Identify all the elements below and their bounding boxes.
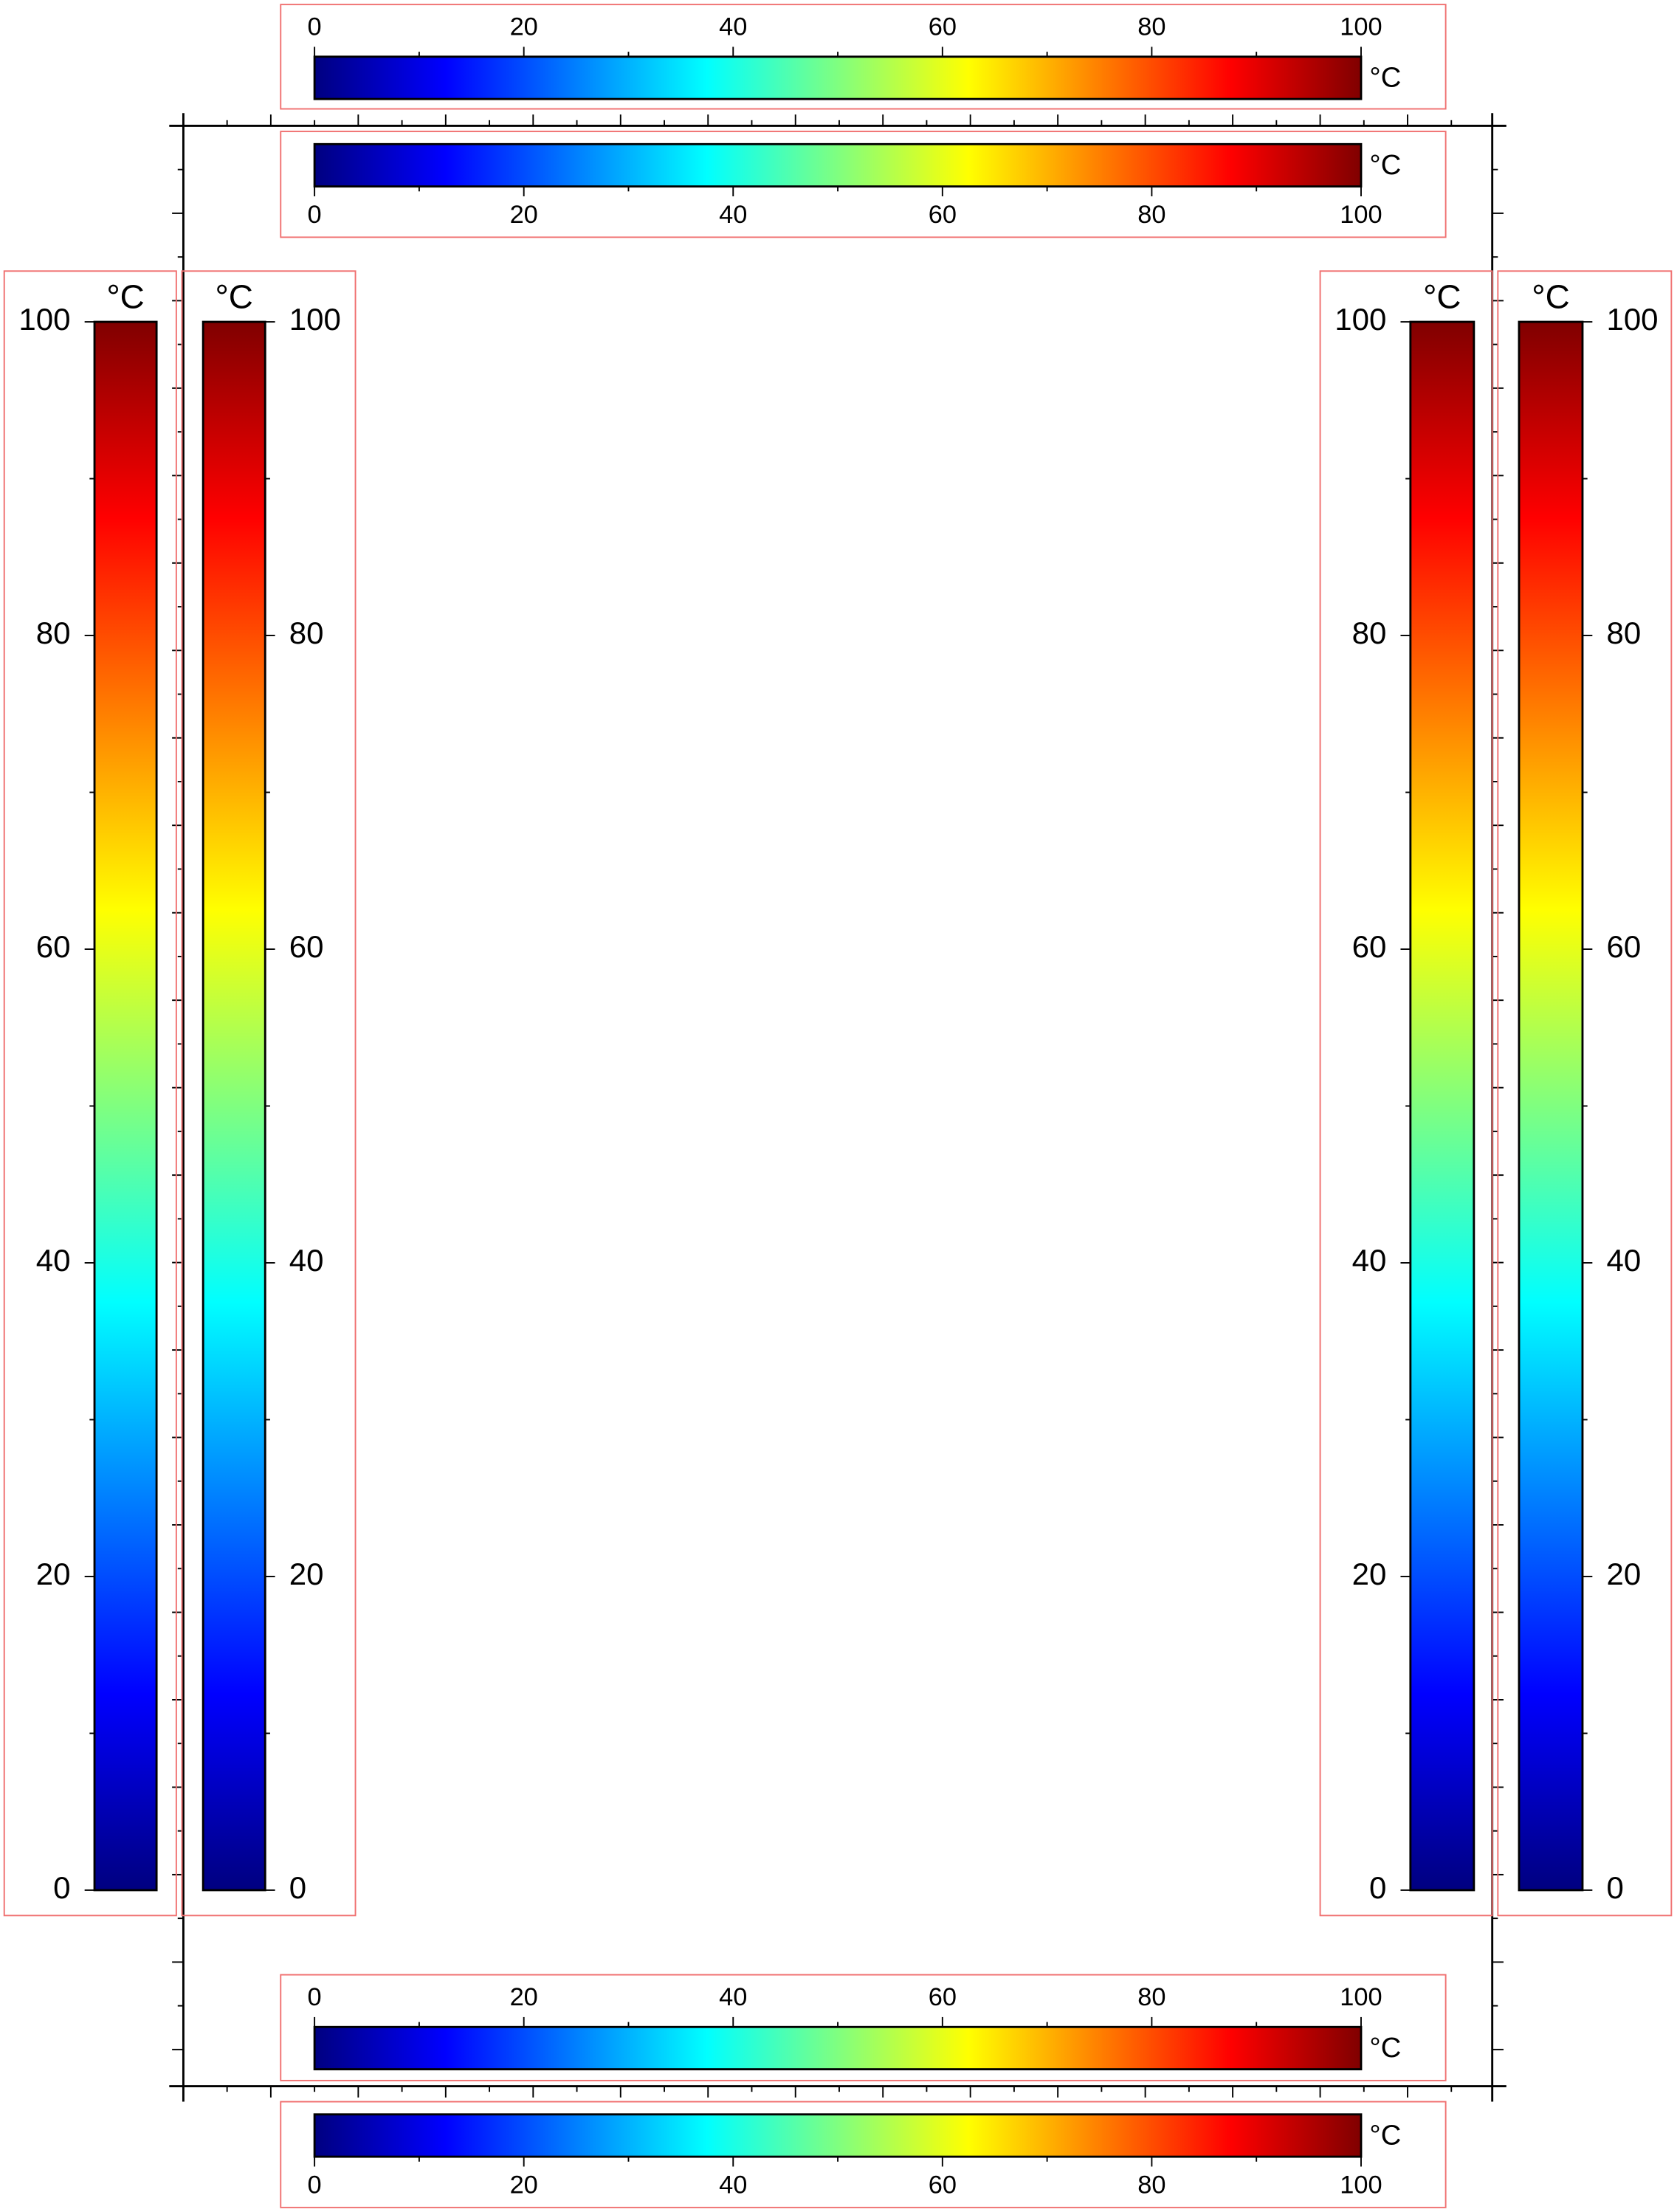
- colorbar-box: [1319, 270, 1493, 1917]
- tick-label: 0: [308, 1983, 322, 2011]
- tick-label: 60: [929, 2171, 957, 2199]
- tick-label: 20: [1606, 1557, 1641, 1591]
- colorbar: [93, 320, 158, 1892]
- unit-label: °C: [1369, 61, 1401, 93]
- tick-label: 0: [1369, 1870, 1386, 1905]
- tick-label: 100: [18, 302, 70, 337]
- tick-label: 40: [1352, 1243, 1387, 1278]
- tick-label: 60: [1606, 929, 1641, 964]
- tick-label: 80: [1137, 2171, 1165, 2199]
- tick-label: 0: [53, 1870, 70, 1905]
- tick-label: 20: [510, 201, 538, 229]
- colorbar: [313, 2113, 1363, 2158]
- tick-label: 100: [1340, 1983, 1382, 2011]
- tick-label: 0: [289, 1870, 306, 1905]
- unit-label: °C: [215, 278, 252, 316]
- tick-label: 80: [1606, 616, 1641, 650]
- tick-label: 80: [1137, 1983, 1165, 2011]
- tick-label: 100: [1606, 302, 1658, 337]
- colorbar-box: [1497, 270, 1673, 1917]
- tick-label: 100: [1335, 302, 1386, 337]
- tick-label: 100: [1340, 13, 1382, 41]
- map-frame: [169, 113, 1506, 2102]
- tick-label: 40: [1606, 1243, 1641, 1278]
- tick-label: 40: [289, 1243, 324, 1278]
- tick-label: 60: [929, 201, 957, 229]
- tick-label: 80: [1137, 201, 1165, 229]
- tick-label: 60: [929, 1983, 957, 2011]
- colorbar: [202, 320, 266, 1892]
- tick-label: 40: [719, 201, 747, 229]
- tick-label: 0: [308, 13, 322, 41]
- tick-label: 60: [929, 13, 957, 41]
- tick-label: 40: [719, 2171, 747, 2199]
- tick-label: 0: [308, 2171, 322, 2199]
- colorbar-box: [280, 1974, 1447, 2081]
- colorbar-box: [3, 270, 177, 1917]
- colorbar: [1409, 320, 1475, 1892]
- tick-label: 20: [289, 1557, 324, 1591]
- tick-label: 60: [289, 929, 324, 964]
- unit-label: °C: [106, 278, 144, 316]
- tick-label: 40: [36, 1243, 71, 1278]
- tick-label: 20: [1352, 1557, 1387, 1591]
- colorbar-box: [181, 270, 357, 1917]
- tick-label: 80: [289, 616, 324, 650]
- colorbar-box: [280, 131, 1447, 238]
- tick-label: 60: [1352, 929, 1387, 964]
- tick-label: 0: [1606, 1870, 1623, 1905]
- tick-label: 100: [289, 302, 341, 337]
- tick-label: 100: [1340, 201, 1382, 229]
- tick-label: 20: [510, 2171, 538, 2199]
- tick-label: 80: [36, 616, 71, 650]
- tick-label: 20: [510, 1983, 538, 2011]
- tick-label: 40: [719, 1983, 747, 2011]
- colorbar-box: [280, 2101, 1447, 2208]
- tick-label: 40: [719, 13, 747, 41]
- unit-label: °C: [1532, 278, 1569, 316]
- colorbar: [1518, 320, 1584, 1892]
- tick-label: 0: [308, 201, 322, 229]
- frame-ticks: [172, 114, 1504, 2098]
- tick-label: 20: [36, 1557, 71, 1591]
- colorbar: [313, 55, 1363, 100]
- colorbar-box: [280, 4, 1447, 110]
- unit-label: °C: [1369, 149, 1401, 181]
- tick-label: 100: [1340, 2171, 1382, 2199]
- unit-label: °C: [1369, 2032, 1401, 2064]
- colorbar: [313, 142, 1363, 188]
- tick-label: 60: [36, 929, 71, 964]
- tick-label: 80: [1137, 13, 1165, 41]
- colorbar: [313, 2025, 1363, 2071]
- tick-label: 20: [510, 13, 538, 41]
- tick-label: 80: [1352, 616, 1387, 650]
- unit-label: °C: [1423, 278, 1461, 316]
- unit-label: °C: [1369, 2119, 1401, 2151]
